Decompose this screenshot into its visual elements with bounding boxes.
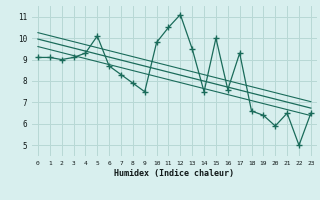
X-axis label: Humidex (Indice chaleur): Humidex (Indice chaleur) <box>115 169 234 178</box>
